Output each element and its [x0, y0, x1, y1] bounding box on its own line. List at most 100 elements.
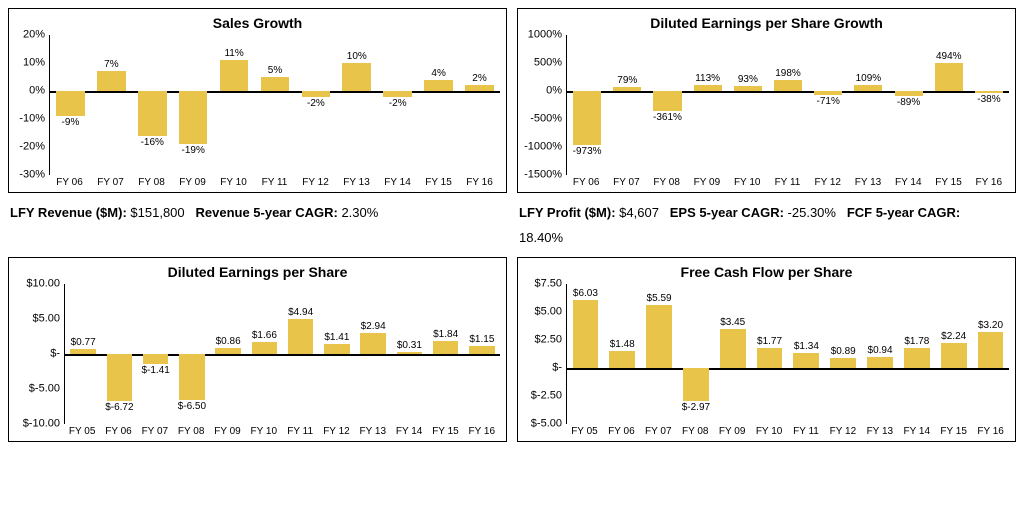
x-tick-label: FY 16 — [969, 177, 1009, 188]
bar-slot: 198% — [768, 35, 808, 175]
bar — [215, 348, 240, 354]
bar — [867, 357, 893, 368]
x-tick-label: FY 16 — [972, 426, 1009, 437]
bar — [261, 77, 290, 91]
x-tick-label: FY 09 — [209, 426, 245, 437]
bar-value-label: $4.94 — [288, 307, 313, 318]
x-tick-label: FY 09 — [714, 426, 751, 437]
x-tick-label: FY 06 — [566, 177, 606, 188]
eps-cagr-label: EPS 5-year CAGR: — [670, 205, 784, 220]
x-tick-label: FY 13 — [355, 426, 391, 437]
bar-value-label: $3.45 — [720, 317, 745, 328]
caption-right: LFY Profit ($M): $4,607 EPS 5-year CAGR:… — [517, 199, 1016, 226]
bar-value-label: -2% — [307, 98, 325, 109]
bar-slot: 11% — [214, 35, 255, 175]
x-tick-label: FY 14 — [888, 177, 928, 188]
bar-value-label: 4% — [431, 68, 445, 79]
bar-value-label: -71% — [817, 96, 840, 107]
bar-slot: $2.94 — [355, 284, 391, 424]
panel-fcf-per-share: Free Cash Flow per Share$7.50$5.00$2.50$… — [517, 257, 1016, 442]
y-tick: -20% — [19, 142, 45, 153]
bar — [179, 354, 204, 400]
bar-slot: $3.45 — [714, 284, 751, 424]
y-tick: $-5.00 — [29, 384, 60, 395]
bars: $6.03$1.48$5.59$-2.97$3.45$1.77$1.34$0.8… — [567, 284, 1009, 424]
bar-value-label: 5% — [268, 65, 282, 76]
x-tick-label: FY 11 — [767, 177, 807, 188]
bar-value-label: $1.77 — [757, 336, 782, 347]
bar-slot: 10% — [336, 35, 377, 175]
bar — [107, 354, 132, 401]
bar — [935, 63, 963, 91]
bar-value-label: -361% — [653, 112, 682, 123]
bar — [757, 348, 783, 368]
y-tick: -500% — [530, 114, 562, 125]
bar-value-label: $-1.41 — [141, 365, 169, 376]
bar — [220, 60, 249, 91]
x-tick-label: FY 13 — [861, 426, 898, 437]
bar — [830, 358, 856, 368]
bar — [70, 349, 95, 354]
bar-value-label: 2% — [472, 73, 486, 84]
y-tick: 10% — [23, 58, 45, 69]
x-tick-label: FY 06 — [49, 177, 90, 188]
bar-slot: $1.34 — [788, 284, 825, 424]
panel-diluted-eps: Diluted Earnings per Share$10.00$5.00$-$… — [8, 257, 507, 442]
x-axis: FY 05FY 06FY 07FY 08FY 09FY 10FY 11FY 12… — [524, 426, 1009, 437]
bar-slot: -71% — [808, 35, 848, 175]
bar-value-label: $1.84 — [433, 329, 458, 340]
bar-slot: 5% — [255, 35, 296, 175]
x-tick-label: FY 09 — [172, 177, 213, 188]
x-tick-label: FY 13 — [848, 177, 888, 188]
x-axis: FY 05FY 06FY 07FY 08FY 09FY 10FY 11FY 12… — [15, 426, 500, 437]
x-tick-label: FY 14 — [377, 177, 418, 188]
bar-value-label: -2% — [389, 98, 407, 109]
bar — [573, 300, 599, 368]
bar — [433, 341, 458, 354]
bar — [97, 71, 126, 91]
y-tick: $- — [552, 363, 562, 374]
y-tick: $-2.50 — [531, 391, 562, 402]
bar-slot: 4% — [418, 35, 459, 175]
bar-slot: $1.78 — [898, 284, 935, 424]
y-tick: -30% — [19, 170, 45, 181]
y-tick: $10.00 — [26, 279, 60, 290]
bar-value-label: $0.86 — [216, 336, 241, 347]
plot-area: -9%7%-16%-19%11%5%-2%10%-2%4%2% — [49, 35, 500, 175]
bar-value-label: 93% — [738, 74, 758, 85]
x-tick-label: FY 08 — [647, 177, 687, 188]
bar-value-label: $1.48 — [610, 339, 635, 350]
caption-left: LFY Revenue ($M): $151,800 Revenue 5-yea… — [8, 199, 507, 226]
bar — [609, 351, 635, 368]
charts-grid: Sales Growth20%10%0%-10%-20%-30%-9%7%-16… — [8, 8, 1016, 442]
bar-value-label: 79% — [617, 74, 637, 85]
bar-slot: $4.94 — [283, 284, 319, 424]
bar-slot: 109% — [848, 35, 888, 175]
bar-value-label: -973% — [573, 147, 602, 158]
y-tick: $7.50 — [534, 279, 562, 290]
y-tick: -1500% — [524, 170, 562, 181]
bar-value-label: $1.34 — [794, 341, 819, 352]
bar-value-label: 113% — [695, 73, 720, 84]
x-tick-label: FY 10 — [751, 426, 788, 437]
bar — [573, 91, 601, 145]
x-tick-label: FY 15 — [427, 426, 463, 437]
x-tick-label: FY 15 — [418, 177, 459, 188]
bar-slot: -973% — [567, 35, 607, 175]
bar-slot: $0.86 — [210, 284, 246, 424]
bar-slot: 113% — [688, 35, 728, 175]
x-tick-label: FY 12 — [318, 426, 354, 437]
x-tick-label: FY 14 — [391, 426, 427, 437]
x-tick-label: FY 06 — [100, 426, 136, 437]
bar — [653, 91, 681, 111]
bar — [646, 305, 672, 368]
bars: $0.77$-6.72$-1.41$-6.50$0.86$1.66$4.94$1… — [65, 284, 500, 424]
bar-slot: $1.15 — [464, 284, 500, 424]
x-tick-label: FY 07 — [640, 426, 677, 437]
bar — [904, 348, 930, 368]
x-tick-label: FY 05 — [566, 426, 603, 437]
bar-slot: 79% — [607, 35, 647, 175]
bar-value-label: -89% — [897, 97, 920, 108]
x-tick-label: FY 08 — [677, 426, 714, 437]
rev-label: LFY Revenue ($M): — [10, 205, 127, 220]
